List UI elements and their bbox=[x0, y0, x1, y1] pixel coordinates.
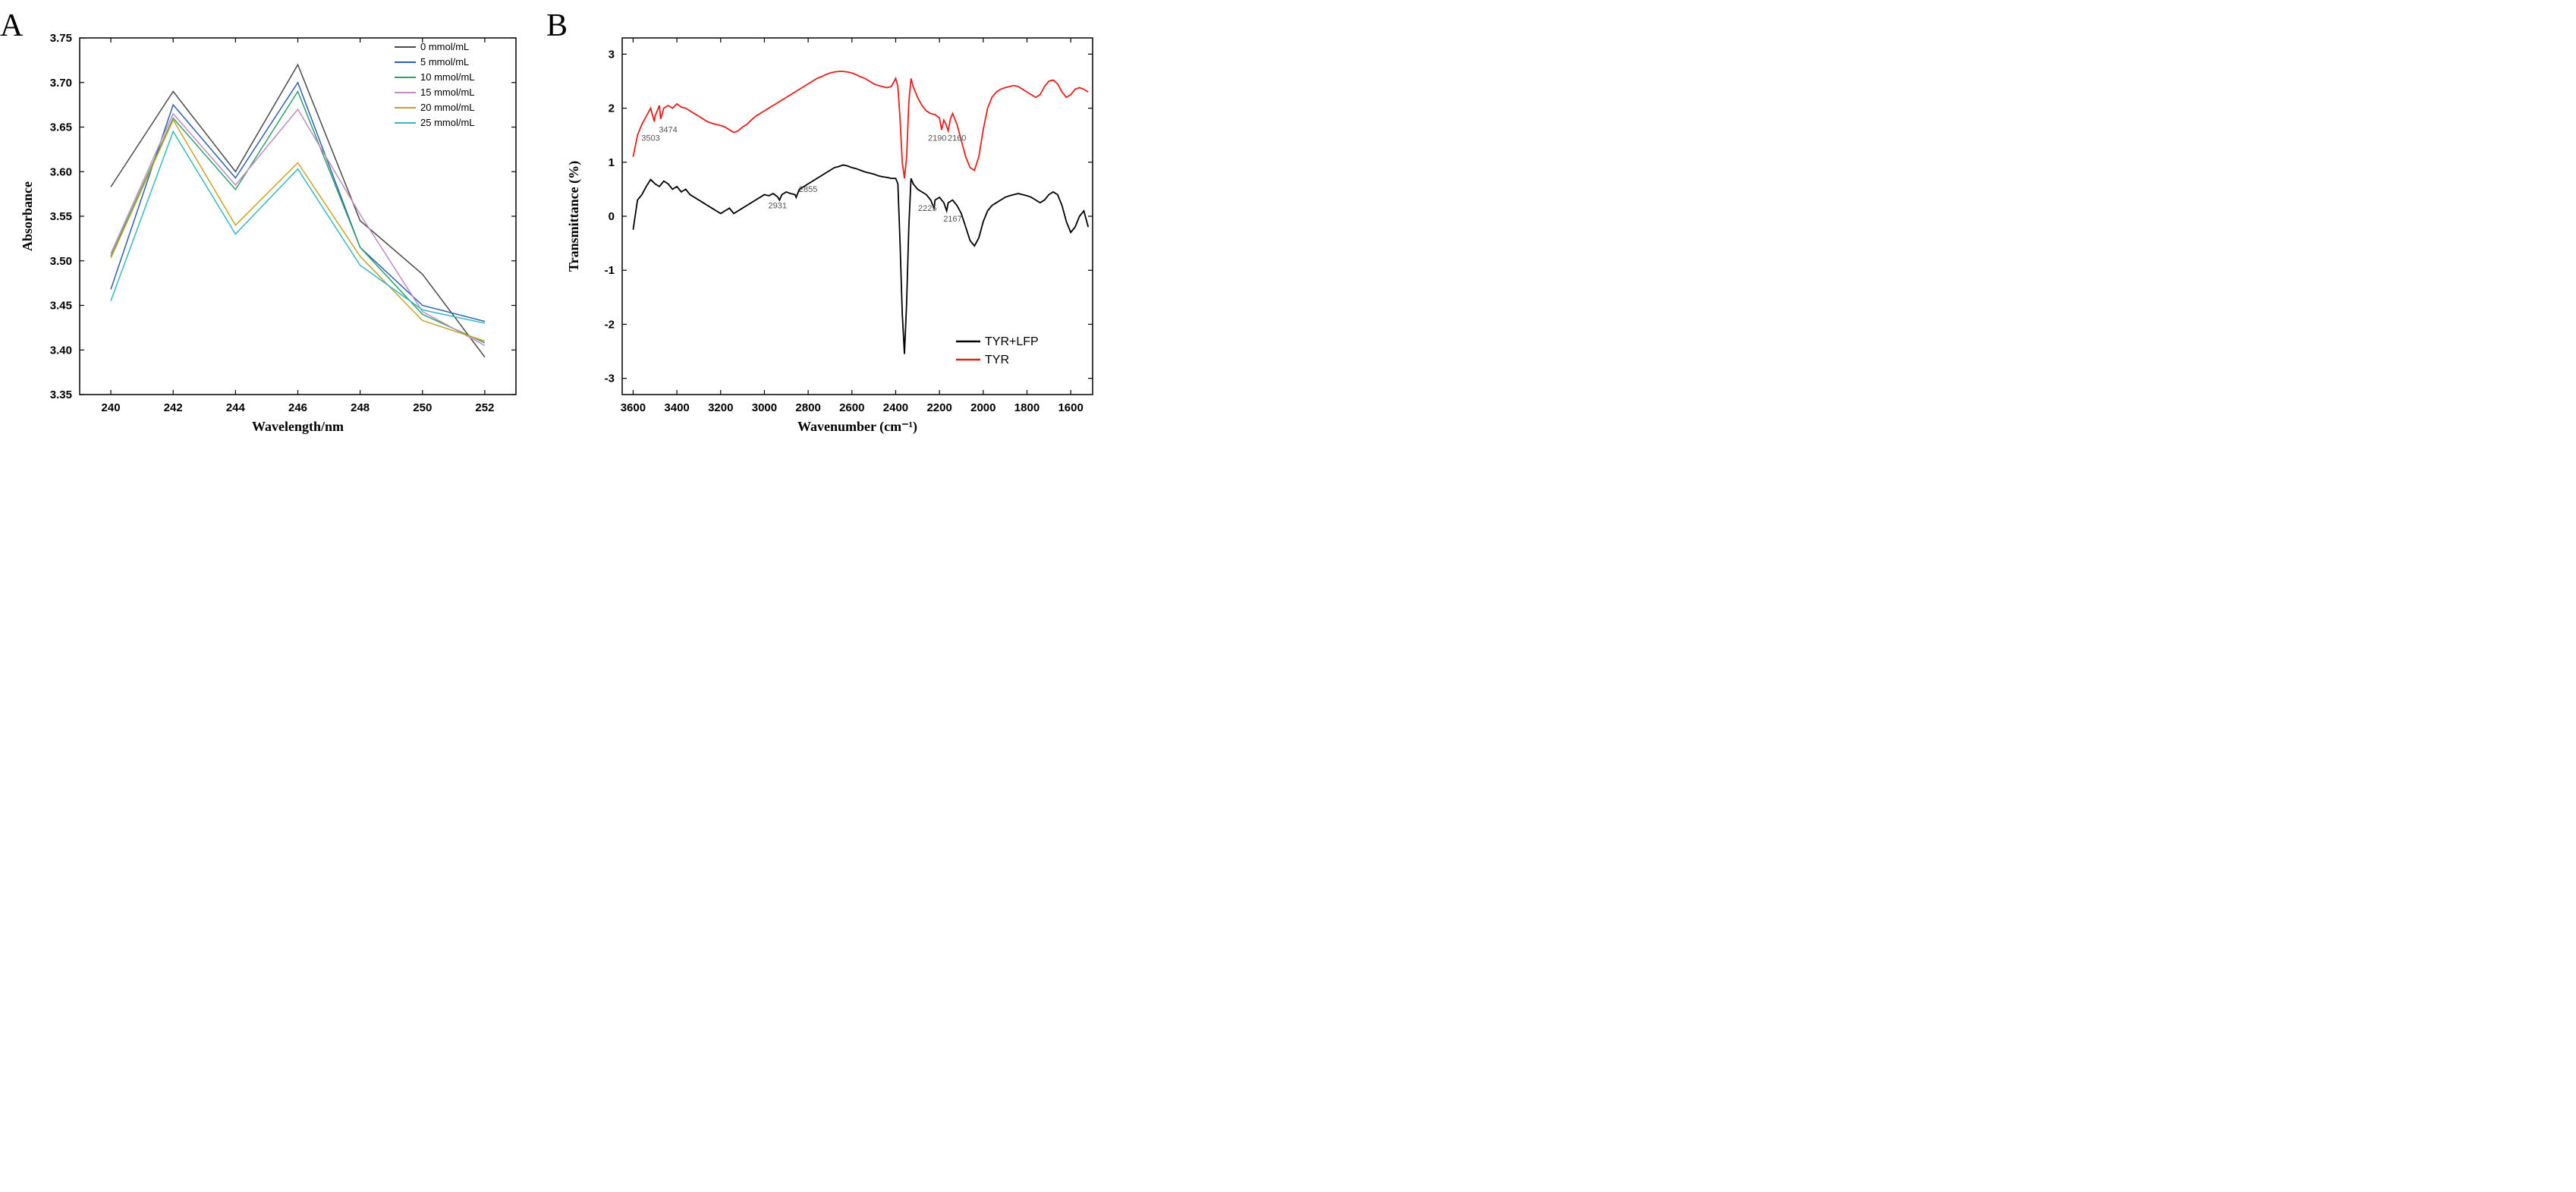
svg-text:1: 1 bbox=[609, 156, 615, 169]
svg-text:3.40: 3.40 bbox=[50, 344, 72, 357]
svg-text:1800: 1800 bbox=[1014, 401, 1040, 414]
figure-container: A 2402422442462482502523.353.403.453.503… bbox=[15, 15, 2561, 440]
svg-text:3.75: 3.75 bbox=[50, 32, 72, 45]
svg-text:242: 242 bbox=[164, 401, 183, 414]
svg-text:2225: 2225 bbox=[918, 204, 936, 213]
svg-text:5 mmol/mL: 5 mmol/mL bbox=[420, 56, 469, 68]
panel-b: B 36003400320030002800260024002200200018… bbox=[561, 15, 1108, 440]
svg-text:2600: 2600 bbox=[839, 401, 864, 414]
svg-text:3: 3 bbox=[609, 48, 615, 61]
panel-a: A 2402422442462482502523.353.403.453.503… bbox=[15, 15, 531, 440]
svg-text:-2: -2 bbox=[605, 318, 615, 331]
svg-text:250: 250 bbox=[413, 401, 432, 414]
svg-text:Wavenumber (cm⁻¹): Wavenumber (cm⁻¹) bbox=[797, 419, 917, 435]
svg-text:3.60: 3.60 bbox=[50, 165, 72, 178]
svg-text:3200: 3200 bbox=[708, 401, 733, 414]
svg-text:3.45: 3.45 bbox=[50, 300, 72, 313]
svg-text:3.50: 3.50 bbox=[50, 255, 72, 268]
svg-text:25 mmol/mL: 25 mmol/mL bbox=[420, 117, 475, 128]
svg-text:TYR+LFP: TYR+LFP bbox=[985, 335, 1039, 348]
panel-b-chart: 3600 3400 3200 3000 2800 2600 2400 2200 2000 1800… bbox=[561, 15, 1108, 440]
svg-text:15 mmol/mL: 15 mmol/mL bbox=[420, 86, 475, 98]
svg-text:248: 248 bbox=[351, 401, 370, 414]
svg-text:244: 244 bbox=[226, 401, 246, 414]
svg-text:2800: 2800 bbox=[795, 401, 820, 414]
svg-text:2855: 2855 bbox=[799, 185, 817, 194]
svg-text:2160: 2160 bbox=[948, 134, 966, 143]
svg-text:Wavelength/nm: Wavelength/nm bbox=[252, 419, 344, 434]
svg-text:2400: 2400 bbox=[883, 401, 908, 414]
svg-text:2167: 2167 bbox=[943, 215, 961, 224]
svg-text:3600: 3600 bbox=[621, 401, 646, 414]
svg-text:3.70: 3.70 bbox=[50, 77, 72, 90]
svg-text:3400: 3400 bbox=[664, 401, 689, 414]
svg-text:Transmittance (%): Transmittance (%) bbox=[566, 161, 582, 272]
svg-text:2200: 2200 bbox=[926, 401, 951, 414]
svg-text:3503: 3503 bbox=[641, 134, 659, 143]
svg-text:2000: 2000 bbox=[970, 401, 995, 414]
svg-text:0: 0 bbox=[609, 210, 615, 223]
svg-text:3.55: 3.55 bbox=[50, 210, 72, 223]
svg-text:2: 2 bbox=[609, 102, 615, 115]
svg-text:2931: 2931 bbox=[769, 201, 787, 210]
svg-text:-3: -3 bbox=[605, 373, 615, 385]
svg-text:TYR: TYR bbox=[985, 354, 1009, 366]
svg-text:-1: -1 bbox=[605, 264, 615, 277]
svg-text:252: 252 bbox=[475, 401, 494, 414]
svg-text:3000: 3000 bbox=[752, 401, 777, 414]
svg-text:3.35: 3.35 bbox=[50, 388, 72, 401]
svg-text:Absorbance: Absorbance bbox=[20, 181, 35, 251]
svg-text:1600: 1600 bbox=[1058, 401, 1083, 414]
svg-text:20 mmol/mL: 20 mmol/mL bbox=[420, 102, 475, 113]
svg-text:3474: 3474 bbox=[659, 126, 677, 135]
svg-text:240: 240 bbox=[102, 401, 121, 414]
svg-text:246: 246 bbox=[288, 401, 307, 414]
svg-text:2190: 2190 bbox=[928, 134, 946, 143]
svg-text:0 mmol/mL: 0 mmol/mL bbox=[420, 41, 469, 52]
svg-text:10 mmol/mL: 10 mmol/mL bbox=[420, 71, 475, 83]
panel-a-chart: 240 242 244 246 248 250 252 3.35 3.40 3.45 3.50 3.5… bbox=[15, 15, 531, 440]
svg-text:3.65: 3.65 bbox=[50, 121, 72, 134]
